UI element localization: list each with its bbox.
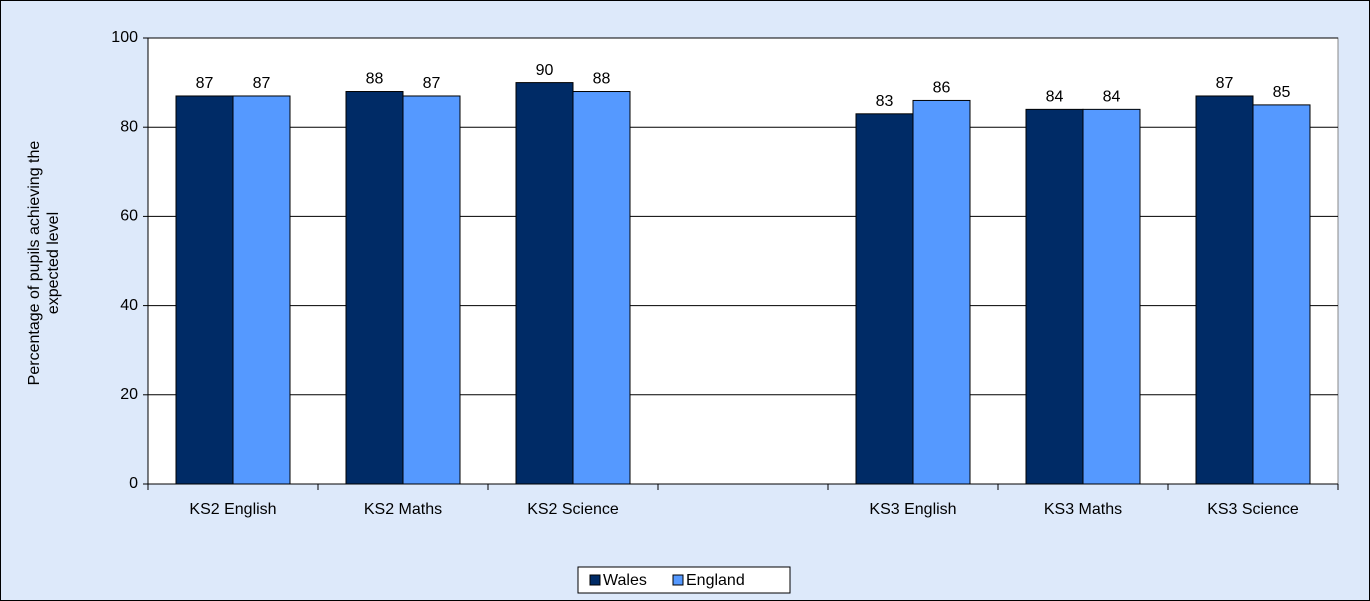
value-label: 88: [593, 71, 611, 88]
bar: [1082, 108, 1141, 485]
value-label: 87: [196, 75, 214, 92]
value-label: 90: [536, 62, 554, 79]
value-label: 87: [1216, 75, 1234, 92]
legend-swatch: [589, 574, 601, 586]
value-label: 83: [876, 93, 894, 110]
x-tick-label: KS3 Science: [1207, 501, 1299, 518]
y-tick-label: 80: [120, 118, 138, 135]
x-tick-label: KS2 Maths: [364, 501, 442, 518]
value-label: 84: [1046, 89, 1064, 106]
bar: [572, 91, 631, 485]
value-label: 87: [423, 75, 441, 92]
y-tick-label: 100: [111, 29, 138, 46]
plot-area: [147, 37, 1339, 485]
y-tick-label: 0: [129, 475, 138, 492]
value-label: 86: [933, 80, 951, 97]
value-label: 85: [1273, 84, 1291, 101]
y-tick-label: 20: [120, 386, 138, 403]
x-tick-label: KS2 English: [189, 501, 276, 518]
legend-label: Wales: [603, 572, 647, 589]
value-label: 84: [1103, 89, 1121, 106]
bar: [1195, 95, 1254, 485]
x-tick-label: KS3 Maths: [1044, 501, 1122, 518]
bar: [912, 99, 971, 485]
y-tick-label: 60: [120, 208, 138, 225]
y-tick-label: 40: [120, 297, 138, 314]
y-axis-label: Percentage of pupils achieving the expec…: [26, 140, 62, 386]
bar: [1252, 104, 1311, 485]
bar: [402, 95, 461, 485]
legend: [577, 566, 791, 594]
bar: [232, 95, 291, 485]
bar: [175, 95, 234, 485]
value-label: 88: [366, 71, 384, 88]
bar: [515, 82, 574, 485]
bar: [1025, 108, 1084, 485]
bar: [855, 113, 914, 485]
legend-label: England: [686, 572, 745, 589]
x-tick-label: KS3 English: [869, 501, 956, 518]
legend-swatch: [672, 574, 684, 586]
value-label: 87: [253, 75, 271, 92]
x-tick-label: KS2 Science: [527, 501, 619, 518]
bar: [345, 91, 404, 485]
